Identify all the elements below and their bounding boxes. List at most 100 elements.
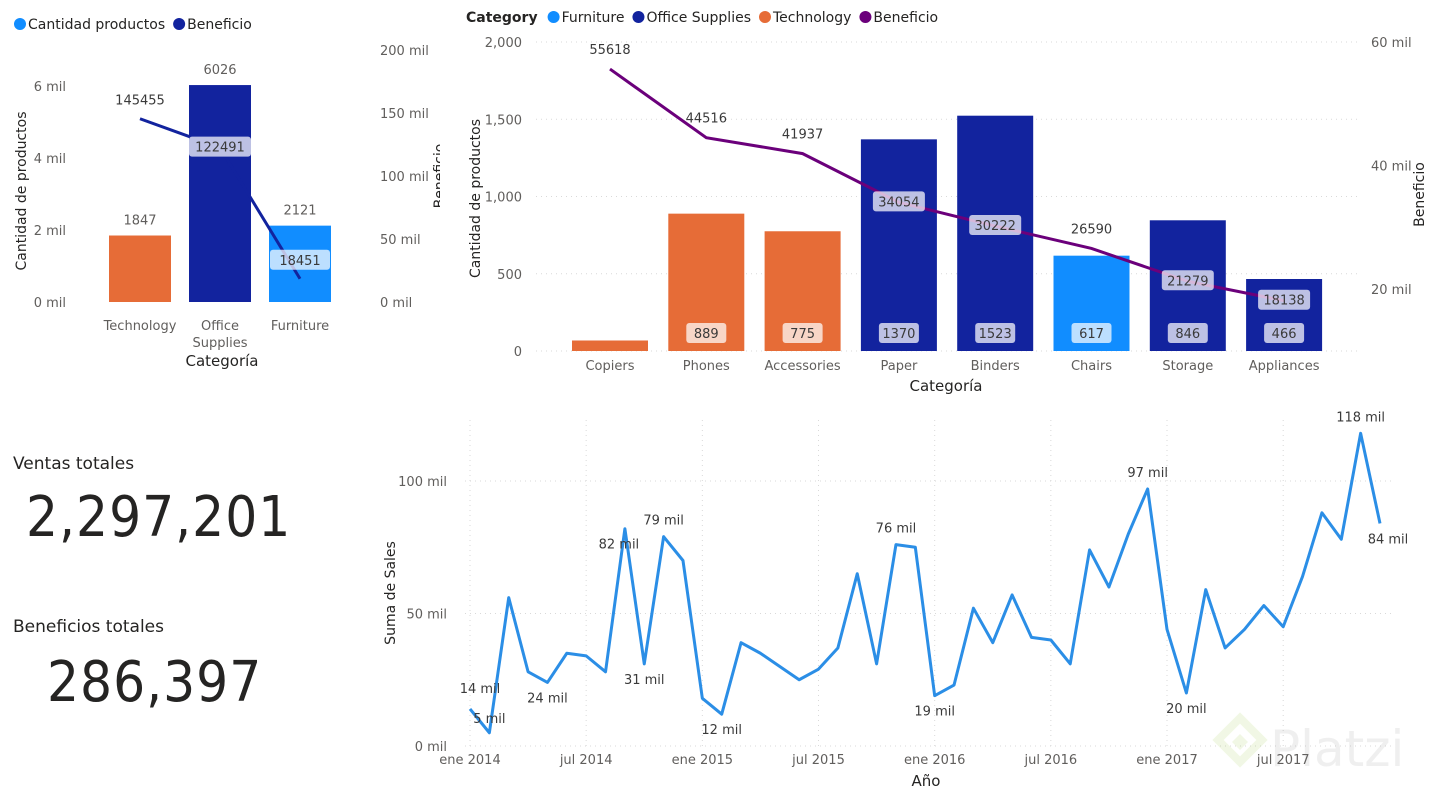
line-data-label: 55618 [589, 43, 630, 58]
x-tick-label: jul 2015 [791, 753, 845, 768]
x-tick-label: ene 2016 [904, 753, 965, 768]
x-tick-label: Paper [880, 359, 917, 374]
line-data-label: 34054 [878, 195, 919, 210]
line-data-label: 24 mil [527, 691, 568, 706]
platzi-wordmark: Platzi [1270, 720, 1404, 778]
line-data-label: 19 mil [914, 705, 955, 720]
bar-data-label-group: 1523 [975, 323, 1016, 343]
line-data-label-group: 30222 [969, 215, 1022, 236]
legend-marker-0 [14, 18, 26, 30]
x-tick-label: Office [201, 319, 239, 334]
x-axis-title: Categoría [909, 377, 982, 395]
bar-data-label: 1370 [882, 327, 915, 342]
bar-data-label: 617 [1079, 327, 1104, 342]
line-data-label: 31 mil [624, 673, 665, 688]
bar-data-label: 1847 [123, 214, 156, 229]
y-tick-label: 1,500 [485, 113, 522, 128]
bar [572, 340, 648, 351]
y-tick-label: 0 [514, 345, 522, 360]
line-data-label-group: 34054 [872, 191, 925, 212]
x-tick-label: jul 2017 [1256, 753, 1310, 768]
legend-item-1: Beneficio [187, 17, 252, 33]
line-data-label: 12 mil [701, 723, 742, 738]
bar-data-label-bg [975, 323, 1016, 343]
bar-data-label: 775 [790, 327, 815, 342]
platzi-logo-icon [1212, 712, 1268, 768]
legend-item-2: Technology [772, 10, 851, 26]
y2-tick-label: 60 mil [1371, 36, 1412, 51]
x-tick-label: ene 2014 [439, 753, 500, 768]
x-tick-label: Copiers [585, 359, 634, 374]
line-data-label: 97 mil [1127, 466, 1168, 481]
kpi-ventas-label: Ventas totales [13, 454, 135, 474]
line-data-label-bg [1161, 270, 1214, 291]
bar-data-label-group: 1370 [878, 323, 919, 343]
kpi-ventas-value: 2,297,201 [26, 485, 292, 550]
x-tick-label: Furniture [271, 319, 329, 334]
y-tick-label: 500 [497, 268, 522, 283]
y2-tick-label: 50 mil [380, 233, 421, 248]
line-data-label-bg [872, 191, 925, 212]
bar [189, 85, 251, 303]
line-data-label: 41937 [782, 128, 823, 143]
y2-axis-title: Beneficio [432, 144, 440, 209]
line-data-label-group: 18451 [270, 249, 330, 270]
line-data-label: 44516 [686, 112, 727, 127]
y-tick-label: 50 mil [406, 608, 447, 623]
legend: Category Furniture Office Supplies Technolo… [466, 10, 938, 26]
y-tick-label: 2,000 [485, 36, 522, 51]
legend-item-0: Furniture [562, 10, 625, 26]
bar-data-label-bg [1071, 323, 1112, 343]
kpi-beneficios-label: Beneficios totales [13, 617, 164, 637]
x-tick-label: Supplies [193, 336, 248, 351]
y-tick-label: 100 mil [398, 475, 447, 490]
y-axis-title: Cantidad de productos [14, 111, 30, 270]
x-tick-label: Binders [971, 359, 1020, 374]
bar-data-label-bg [782, 323, 823, 343]
y2-axis-title: Beneficio [1412, 162, 1428, 227]
x-tick-label: Phones [683, 359, 730, 374]
legend-marker-0 [547, 11, 560, 23]
line-data-label-group: 122491 [189, 136, 251, 157]
x-tick-label: Chairs [1071, 359, 1112, 374]
legend-item-3: Beneficio [873, 10, 938, 26]
x-axis-title: Año [912, 772, 941, 790]
chart-subcategory: Category Furniture Office Supplies Technolo… [466, 10, 1428, 395]
y2-tick-label: 40 mil [1371, 160, 1412, 175]
line-data-label: 26590 [1071, 222, 1112, 237]
bar-data-label-group: 889 [686, 323, 727, 343]
bar-data-label: 466 [1272, 327, 1297, 342]
x-tick-label: Accessories [765, 359, 841, 374]
line-data-label: 18451 [279, 254, 320, 269]
y2-tick-label: 150 mil [380, 107, 429, 122]
line-data-label-bg [189, 136, 251, 157]
line-data-label: 122491 [195, 141, 245, 156]
y-tick-label: 4 mil [34, 152, 66, 167]
y2-tick-label: 20 mil [1371, 283, 1412, 298]
chart-category-summary: Cantidad productos Beneficio 0 mil 2 mil 4 m… [14, 17, 440, 370]
line-data-label-bg [1258, 289, 1311, 310]
legend-title: Category [466, 10, 538, 26]
line-data-label: 30222 [975, 219, 1016, 234]
chart-sales-over-time: 0 mil 50 mil 100 mil ene 2014 jul 2014 ene 20… [383, 410, 1408, 790]
bar-data-label-bg [1264, 323, 1305, 343]
y2-tick-label: 0 mil [380, 296, 412, 311]
bar-data-label: 889 [694, 327, 719, 342]
y-tick-label: 2 mil [34, 224, 66, 239]
y-axis-title: Cantidad de productos [468, 119, 484, 278]
bar-data-label: 6026 [203, 63, 236, 78]
legend-item-1: Office Supplies [646, 10, 751, 26]
bar-data-label-bg [1167, 323, 1208, 343]
x-tick-label: ene 2017 [1136, 753, 1197, 768]
bar-data-label-group: 617 [1071, 323, 1112, 343]
bar-data-label-group: 846 [1167, 323, 1208, 343]
y2-tick-label: 100 mil [380, 170, 429, 185]
line-data-label: 145455 [115, 94, 165, 109]
legend-marker-1 [632, 11, 645, 23]
line-data-label: 76 mil [876, 522, 917, 537]
legend: Cantidad productos Beneficio [14, 17, 252, 33]
x-axis-title: Categoría [185, 352, 258, 370]
x-tick-label: jul 2016 [1024, 753, 1078, 768]
bar-data-label-bg [878, 323, 919, 343]
line-data-label: 79 mil [643, 514, 684, 529]
